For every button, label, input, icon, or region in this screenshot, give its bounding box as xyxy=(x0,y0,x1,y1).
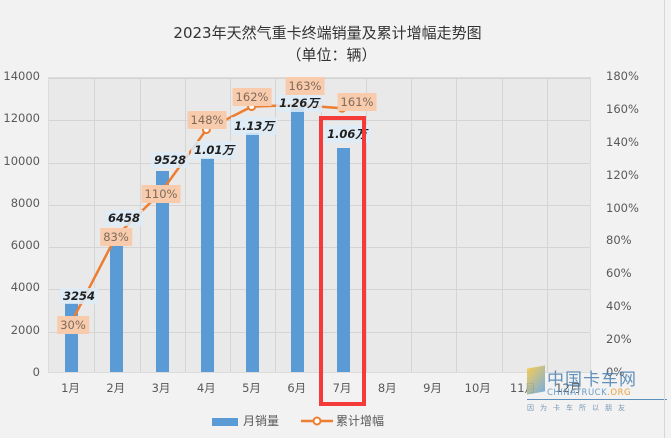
y-right-tick: 160% xyxy=(606,101,639,116)
y-right-tick: 60% xyxy=(606,266,632,281)
y-left-tick: 6000 xyxy=(10,238,40,253)
truck-logo-icon xyxy=(527,365,545,395)
y-left-tick: 0 xyxy=(32,365,40,379)
bar-value-label: 6458 xyxy=(104,210,144,226)
y-left-tick: 2000 xyxy=(10,322,40,337)
x-tick: 8月 xyxy=(377,381,397,395)
chart-title: 2023年天然气重卡终端销量及累计增幅走势图 xyxy=(173,24,482,42)
growth-pct-label: 83% xyxy=(100,228,132,246)
legend-line-swatch-icon xyxy=(301,416,333,426)
y-right-tick: 140% xyxy=(606,134,639,149)
growth-pct-label: 162% xyxy=(232,88,272,106)
growth-pct-label: 163% xyxy=(285,77,325,95)
frame-border xyxy=(664,0,665,438)
bar-value-label: 1.01万 xyxy=(191,141,237,159)
y-left-tick: 12000 xyxy=(3,111,40,126)
y-right-tick: 20% xyxy=(606,332,632,347)
bar-2月 xyxy=(110,235,124,372)
x-tick: 3月 xyxy=(151,381,171,395)
y-right-tick: 100% xyxy=(606,200,639,215)
bar-7月 xyxy=(336,147,350,372)
x-tick: 10月 xyxy=(464,381,491,395)
x-tick: 9月 xyxy=(423,381,442,395)
y-left-tick: 14000 xyxy=(3,69,40,83)
x-tick: 1月 xyxy=(61,381,80,395)
growth-pct-label: 148% xyxy=(187,111,227,129)
growth-pct-label: 30% xyxy=(57,316,89,334)
growth-pct-label: 161% xyxy=(337,93,377,111)
legend-line-label: 累计增幅 xyxy=(336,414,385,428)
x-tick: 7月 xyxy=(332,381,352,395)
y-left-tick: 10000 xyxy=(3,153,40,168)
x-tick: 5月 xyxy=(242,381,261,395)
gridline-vertical xyxy=(456,78,458,372)
bar-value-label: 1.26万 xyxy=(276,94,322,112)
bar-value-label: 1.06万 xyxy=(324,125,370,143)
bar-6月 xyxy=(291,105,305,372)
growth-pct-label: 110% xyxy=(141,185,181,203)
y-left-tick: 8000 xyxy=(10,195,40,210)
y-right-tick: 180% xyxy=(606,69,639,83)
legend-bar-swatch-icon xyxy=(212,418,238,426)
x-tick: 2月 xyxy=(106,381,126,395)
y-right-tick: 120% xyxy=(606,167,639,182)
gridline-vertical xyxy=(411,78,412,372)
x-tick: 6月 xyxy=(287,381,307,395)
bar-3月 xyxy=(155,170,169,372)
x-tick: 12月 xyxy=(555,381,582,395)
x-tick: 4月 xyxy=(196,381,216,395)
y-left-tick: 4000 xyxy=(10,280,40,295)
y-right-tick: 0% xyxy=(606,365,625,379)
gridline-vertical xyxy=(230,78,231,372)
july-highlight-box xyxy=(319,116,366,406)
gridline-vertical xyxy=(546,78,548,372)
bar-5月 xyxy=(246,133,260,372)
bar-value-label: 3254 xyxy=(59,288,99,304)
legend-bar-label: 月销量 xyxy=(243,414,280,428)
gridline-vertical xyxy=(94,78,96,372)
watermark-logo: 中国卡车网 CHINATRUCK.ORG 因为卡车所以朋友 xyxy=(527,365,667,415)
gridline-vertical xyxy=(275,78,277,372)
bar-4月 xyxy=(200,158,214,372)
y-right-tick: 80% xyxy=(606,233,632,248)
gridline-vertical xyxy=(501,78,503,372)
y-right-tick: 40% xyxy=(606,299,632,314)
chart-subtitle: （单位：辆） xyxy=(286,46,377,64)
bar-value-label: 1.13万 xyxy=(231,117,277,135)
bar-value-label: 9528 xyxy=(150,152,190,168)
gridline-vertical xyxy=(365,78,367,372)
gridline-vertical xyxy=(184,78,186,372)
